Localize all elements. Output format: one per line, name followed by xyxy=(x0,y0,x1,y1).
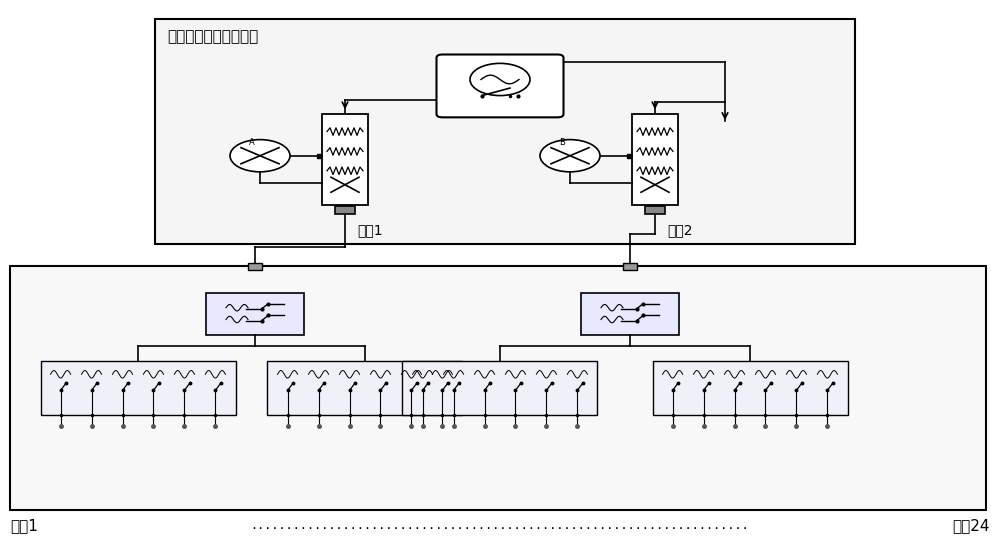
Bar xyxy=(206,293,304,335)
Bar xyxy=(335,206,355,214)
Bar xyxy=(267,361,462,415)
Circle shape xyxy=(230,140,290,172)
Bar xyxy=(155,19,855,244)
Circle shape xyxy=(470,63,530,96)
Text: 端口24: 端口24 xyxy=(952,518,990,533)
Bar xyxy=(652,361,848,415)
Text: 端口1: 端口1 xyxy=(10,518,38,533)
Bar xyxy=(581,293,679,335)
Bar xyxy=(41,361,236,415)
Text: B: B xyxy=(559,138,565,147)
Text: A: A xyxy=(249,138,255,147)
Bar xyxy=(632,114,678,205)
Bar xyxy=(322,114,368,205)
Bar xyxy=(10,266,986,510)
Text: 端口1: 端口1 xyxy=(357,223,383,237)
Bar xyxy=(623,263,637,270)
Bar xyxy=(402,361,597,415)
Circle shape xyxy=(540,140,600,172)
Text: ......................................................................: ........................................… xyxy=(251,519,749,532)
Bar xyxy=(645,206,665,214)
FancyBboxPatch shape xyxy=(436,55,564,118)
Text: 端口2: 端口2 xyxy=(667,223,692,237)
Bar xyxy=(248,263,262,270)
Text: 二端口矢量网络分析仪: 二端口矢量网络分析仪 xyxy=(167,30,258,45)
